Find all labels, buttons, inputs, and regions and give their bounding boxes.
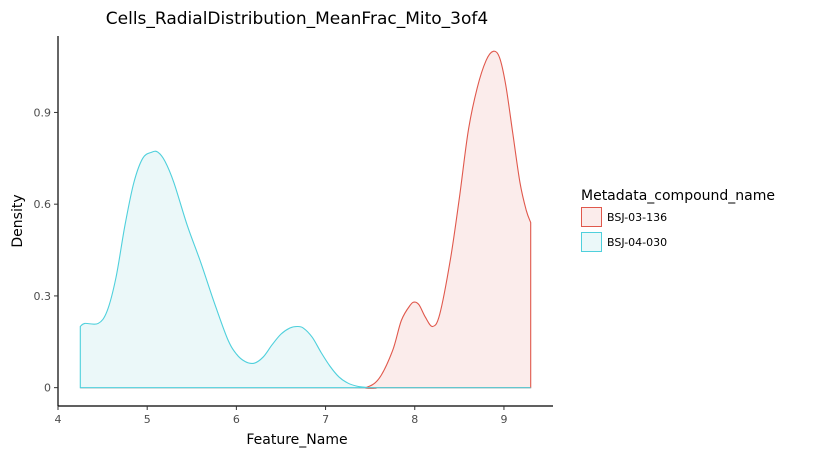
legend-key-bsj-03-136 [581,207,602,227]
series-layer [79,50,532,389]
chart-title: Cells_RadialDistribution_MeanFrac_Mito_3… [106,9,488,29]
density-area-bsj-03-136 [80,50,532,389]
y-axis-title: Density [10,194,26,247]
density-area-bsj-04-030 [79,150,531,389]
legend-label-bsj-03-136: BSJ-03-136 [607,211,667,224]
x-tick-label: 6 [233,413,240,426]
y-ticks: 0 0.3 0.6 0.9 [34,106,58,395]
x-tick-label: 7 [322,413,329,426]
legend-key-bsj-04-030 [581,232,602,252]
y-tick-label: 0.3 [34,290,52,303]
x-tick-label: 8 [411,413,418,426]
y-tick-label: 0.9 [34,106,52,119]
x-tick-label: 4 [55,413,62,426]
x-tick-label: 9 [500,413,507,426]
y-tick-label: 0 [44,382,51,395]
x-axis-title: Feature_Name [246,432,347,448]
y-tick-label: 0.6 [34,198,52,211]
x-ticks: 4 5 6 7 8 9 [55,406,507,426]
legend-label-bsj-04-030: BSJ-04-030 [607,236,667,249]
legend: Metadata_compound_name BSJ-03-136 BSJ-04-… [581,188,775,252]
legend-title: Metadata_compound_name [581,188,775,204]
x-tick-label: 5 [144,413,151,426]
